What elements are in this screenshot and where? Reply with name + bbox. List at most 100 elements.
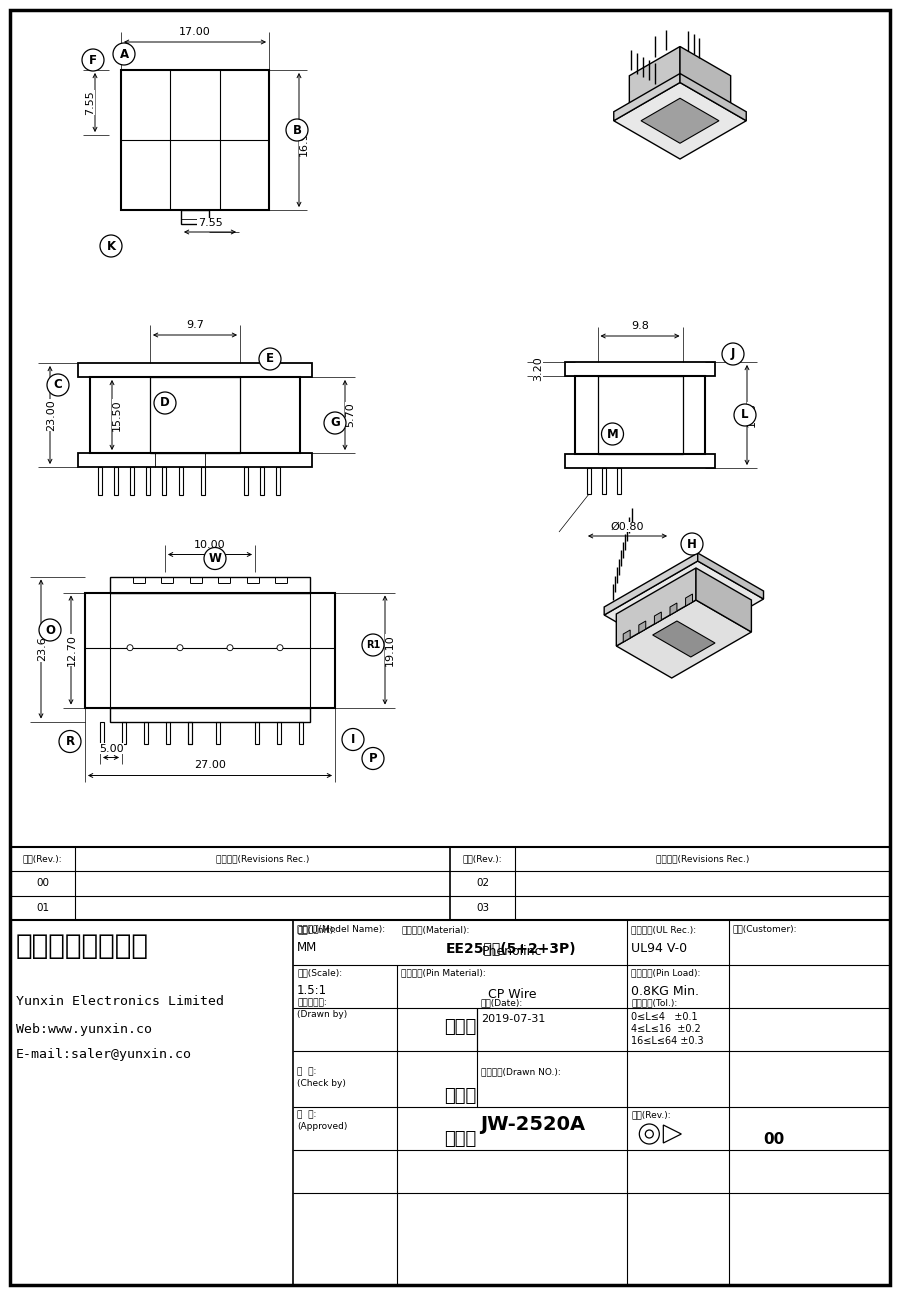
Circle shape <box>177 645 183 650</box>
Text: L: L <box>742 408 749 421</box>
Text: R1: R1 <box>366 640 380 650</box>
Bar <box>162 467 166 495</box>
Bar <box>244 467 248 495</box>
Polygon shape <box>698 553 763 600</box>
Bar <box>110 576 310 593</box>
Text: G: G <box>330 417 340 430</box>
Circle shape <box>722 343 744 365</box>
Text: 4≤L≤16  ±0.2: 4≤L≤16 ±0.2 <box>631 1024 701 1033</box>
Bar <box>150 377 240 453</box>
Circle shape <box>324 412 346 434</box>
Bar <box>122 721 126 743</box>
Circle shape <box>113 43 135 65</box>
Text: (Approved): (Approved) <box>297 1121 347 1131</box>
Text: 刘水强: 刘水强 <box>444 1018 476 1036</box>
Circle shape <box>342 729 364 751</box>
Text: 7.55: 7.55 <box>85 91 95 115</box>
Bar <box>216 721 220 743</box>
Circle shape <box>39 619 61 641</box>
Bar <box>276 467 280 495</box>
Circle shape <box>734 404 756 426</box>
Text: I: I <box>351 733 356 746</box>
Text: Ø0.80: Ø0.80 <box>611 522 644 532</box>
Text: D: D <box>160 396 170 409</box>
Bar <box>90 377 300 453</box>
Bar <box>277 721 281 743</box>
Text: 本体材质(Material):: 本体材质(Material): <box>401 925 470 934</box>
Bar <box>179 467 183 495</box>
Text: 版本(Rev.):: 版本(Rev.): <box>631 1110 670 1119</box>
Polygon shape <box>629 47 680 111</box>
Polygon shape <box>652 622 715 657</box>
Polygon shape <box>604 553 698 615</box>
Polygon shape <box>680 74 746 120</box>
Polygon shape <box>686 594 692 606</box>
Text: E-mail:saler@yunxin.co: E-mail:saler@yunxin.co <box>16 1048 192 1061</box>
Bar <box>587 467 591 493</box>
Text: 03: 03 <box>476 903 489 913</box>
Text: EE25立式(5+2+3P): EE25立式(5+2+3P) <box>446 941 576 954</box>
Circle shape <box>645 1131 653 1138</box>
Circle shape <box>277 645 283 650</box>
Text: 工程与设计:: 工程与设计: <box>297 998 327 1008</box>
Circle shape <box>204 548 226 570</box>
Text: 00: 00 <box>763 1133 784 1147</box>
Text: 10.00: 10.00 <box>194 540 226 549</box>
Bar <box>188 721 192 743</box>
Text: 7.55: 7.55 <box>198 218 222 228</box>
Text: 0≤L≤4   ±0.1: 0≤L≤4 ±0.1 <box>631 1011 698 1022</box>
Polygon shape <box>629 83 731 141</box>
Text: R: R <box>66 736 75 749</box>
Text: 23.00: 23.00 <box>46 399 56 431</box>
Polygon shape <box>639 622 646 633</box>
Text: J: J <box>731 347 735 360</box>
Text: 规格描述(Model Name):: 规格描述(Model Name): <box>297 925 385 932</box>
Bar <box>181 210 209 224</box>
Polygon shape <box>604 561 763 653</box>
Bar <box>121 70 269 210</box>
Text: 0.8KG Min.: 0.8KG Min. <box>631 985 699 998</box>
Polygon shape <box>616 600 751 679</box>
Bar <box>598 376 682 455</box>
Text: 防火等级(UL Rec.):: 防火等级(UL Rec.): <box>631 925 697 934</box>
Bar <box>130 467 134 495</box>
Polygon shape <box>614 74 680 120</box>
Text: Phenolinc: Phenolinc <box>482 945 543 958</box>
Circle shape <box>47 374 69 396</box>
Text: C: C <box>54 378 62 391</box>
Text: MM: MM <box>297 941 317 954</box>
Text: 9.8: 9.8 <box>631 321 649 332</box>
Text: 5.00: 5.00 <box>99 743 123 754</box>
Text: E: E <box>266 352 274 365</box>
Bar <box>617 467 621 493</box>
Bar <box>98 467 102 495</box>
Bar <box>201 467 205 495</box>
Text: 修改记录(Revisions Rec.): 修改记录(Revisions Rec.) <box>216 855 310 864</box>
Text: (Drawn by): (Drawn by) <box>297 1010 347 1019</box>
Bar <box>100 721 104 743</box>
Text: 日期(Date):: 日期(Date): <box>481 998 523 1008</box>
Text: H: H <box>687 537 697 550</box>
Circle shape <box>639 1124 660 1143</box>
Text: 单位(Unit):: 单位(Unit): <box>297 925 336 934</box>
Text: F: F <box>89 53 97 66</box>
Text: 16≤L≤64 ±0.3: 16≤L≤64 ±0.3 <box>631 1036 704 1046</box>
Text: 核  准:: 核 准: <box>297 1110 317 1119</box>
Text: 校  对:: 校 对: <box>297 1067 317 1076</box>
Bar <box>78 363 312 377</box>
Text: 产品编号(Drawn NO.):: 产品编号(Drawn NO.): <box>481 1067 561 1076</box>
Circle shape <box>100 234 122 256</box>
Circle shape <box>227 645 233 650</box>
Polygon shape <box>654 613 662 624</box>
Text: 1.5:1: 1.5:1 <box>297 984 327 997</box>
Text: 张生坤: 张生坤 <box>444 1131 476 1147</box>
Text: 16.90: 16.90 <box>299 124 309 155</box>
Bar <box>110 707 310 721</box>
Circle shape <box>127 645 133 650</box>
Bar <box>575 376 705 455</box>
Text: K: K <box>106 240 115 253</box>
Circle shape <box>362 635 384 657</box>
Bar <box>188 721 192 743</box>
Polygon shape <box>641 98 719 144</box>
Text: A: A <box>120 48 129 61</box>
